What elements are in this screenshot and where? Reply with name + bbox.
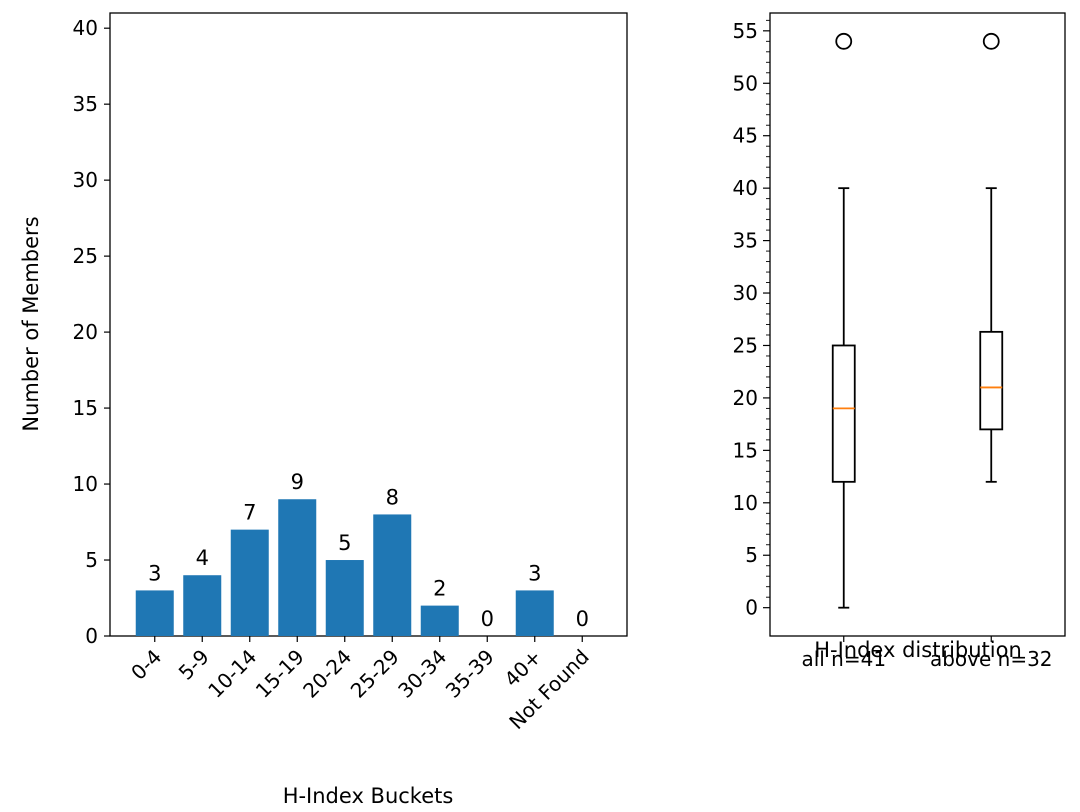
bar-data-label: 3 [148,561,161,585]
box-plot-item [831,32,856,609]
bar-x-tick-label: 25-29 [346,645,404,703]
bar-data-label: 0 [576,607,589,631]
bar-x-tick-label: 35-39 [441,645,499,703]
bar-y-tick-label: 15 [73,396,98,420]
bar-plot-area [109,12,628,637]
box-x-tick-label: all n=41 [801,647,886,671]
box-outlier [982,32,1000,50]
bar [230,529,269,636]
bar-y-tick-label: 20 [73,320,98,344]
bar-data-label: 7 [243,501,256,525]
box-y-tick-label: 10 [733,491,758,515]
box-x-axis: all n=41 above n=32 [801,636,1053,671]
bar-data-label: 0 [481,607,494,631]
bar-y-tick-label: 10 [73,472,98,496]
bar-data-label: 4 [196,546,209,570]
box-y-axis: 0 5 10 15 20 25 30 35 40 45 50 55 [733,19,770,620]
bar [420,605,459,636]
box-x-axis-label: H-Index distribution [814,638,1022,662]
box-outlier [835,32,853,50]
bar-data-labels: 3 4 7 9 5 8 2 0 3 0 [148,470,589,631]
box-y-tick-label: 35 [733,229,758,253]
box-y-tick-label: 45 [733,124,758,148]
box-y-tick-label: 55 [733,19,758,43]
bar-y-tick-label: 35 [73,92,98,116]
box-iqr [979,330,1004,431]
box-y-tick-label: 25 [733,333,758,357]
bar-data-label: 3 [528,561,541,585]
bar [278,499,317,636]
box-y-tick-label: 50 [733,71,758,95]
box-chart: 0 5 10 15 20 25 30 35 40 45 50 55 all n=41 above n=3… [733,12,1066,671]
bar-y-axis-label: Number of Members [19,216,43,431]
bar-series [135,499,554,636]
bar-x-axis-label: H-Index Buckets [283,784,454,808]
bar [373,514,412,636]
bar [325,560,364,636]
bar-data-label: 5 [338,531,351,555]
box-y-tick-label: 20 [733,386,758,410]
bar-x-tick-label: 0-4 [126,645,166,685]
box-iqr [831,344,856,483]
box-y-tick-label: 0 [745,596,758,620]
bar-data-label: 8 [386,485,399,509]
bar-x-tick-label: 20-24 [298,645,356,703]
box-y-tick-label: 40 [733,176,758,200]
bar-x-tick-label: 10-14 [203,645,261,703]
box-y-tick-label: 30 [733,281,758,305]
bar-x-tick-label: 5-9 [174,645,214,685]
box-series [831,32,1004,609]
box-x-tick-label: above n=32 [930,647,1053,671]
bar-y-tick-label: 25 [73,244,98,268]
bar-data-label: 2 [433,577,446,601]
bar [183,575,222,636]
bar-y-tick-label: 5 [85,548,98,572]
box-y-tick-label: 15 [733,438,758,462]
bar-y-tick-label: 0 [85,624,98,648]
bar-y-tick-label: 40 [73,16,98,40]
bar [515,590,554,636]
box-plot-area [769,12,1066,637]
box-y-tick-label: 5 [745,543,758,567]
bar-x-tick-label: 30-34 [393,645,451,703]
bar-y-axis: 0 5 10 15 20 25 30 35 40 [73,16,110,648]
bar [135,590,174,636]
bar-data-label: 9 [291,470,304,494]
box-plot-item [979,32,1004,483]
bar-y-tick-label: 30 [73,168,98,192]
bar-x-tick-label: 15-19 [251,645,309,703]
